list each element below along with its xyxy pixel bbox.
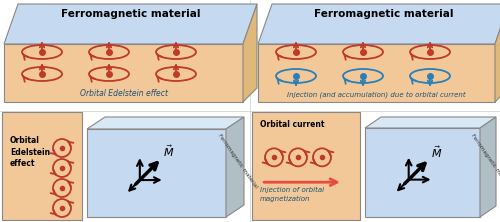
Polygon shape	[4, 44, 243, 102]
Polygon shape	[87, 117, 244, 129]
Text: Injection (and accumulation) due to orbital current: Injection (and accumulation) due to orbi…	[287, 91, 466, 98]
Polygon shape	[480, 117, 496, 217]
Text: Orbital
Edelstein
effect: Orbital Edelstein effect	[10, 136, 50, 168]
Text: Orbital current: Orbital current	[260, 120, 324, 129]
Polygon shape	[258, 4, 500, 44]
Text: $\vec{M}$: $\vec{M}$	[163, 143, 174, 159]
Bar	[252, 112, 360, 220]
Text: Ferromagnetic material: Ferromagnetic material	[218, 133, 258, 189]
Polygon shape	[87, 129, 226, 217]
Polygon shape	[226, 117, 244, 217]
Text: Ferromagnetic material: Ferromagnetic material	[314, 9, 453, 19]
Polygon shape	[243, 4, 257, 102]
Text: Orbital Edelstein effect: Orbital Edelstein effect	[80, 89, 168, 98]
Text: magnetization: magnetization	[260, 196, 310, 202]
Polygon shape	[365, 128, 480, 217]
Polygon shape	[495, 4, 500, 102]
Text: $\vec{M}$: $\vec{M}$	[430, 144, 442, 160]
Text: Ferromagnetic material: Ferromagnetic material	[470, 133, 500, 190]
Polygon shape	[4, 4, 257, 44]
Polygon shape	[258, 44, 495, 102]
Text: Ferromagnetic material: Ferromagnetic material	[61, 9, 200, 19]
Text: Injection of orbital: Injection of orbital	[260, 187, 324, 193]
Bar	[2, 112, 82, 220]
Polygon shape	[365, 117, 496, 128]
